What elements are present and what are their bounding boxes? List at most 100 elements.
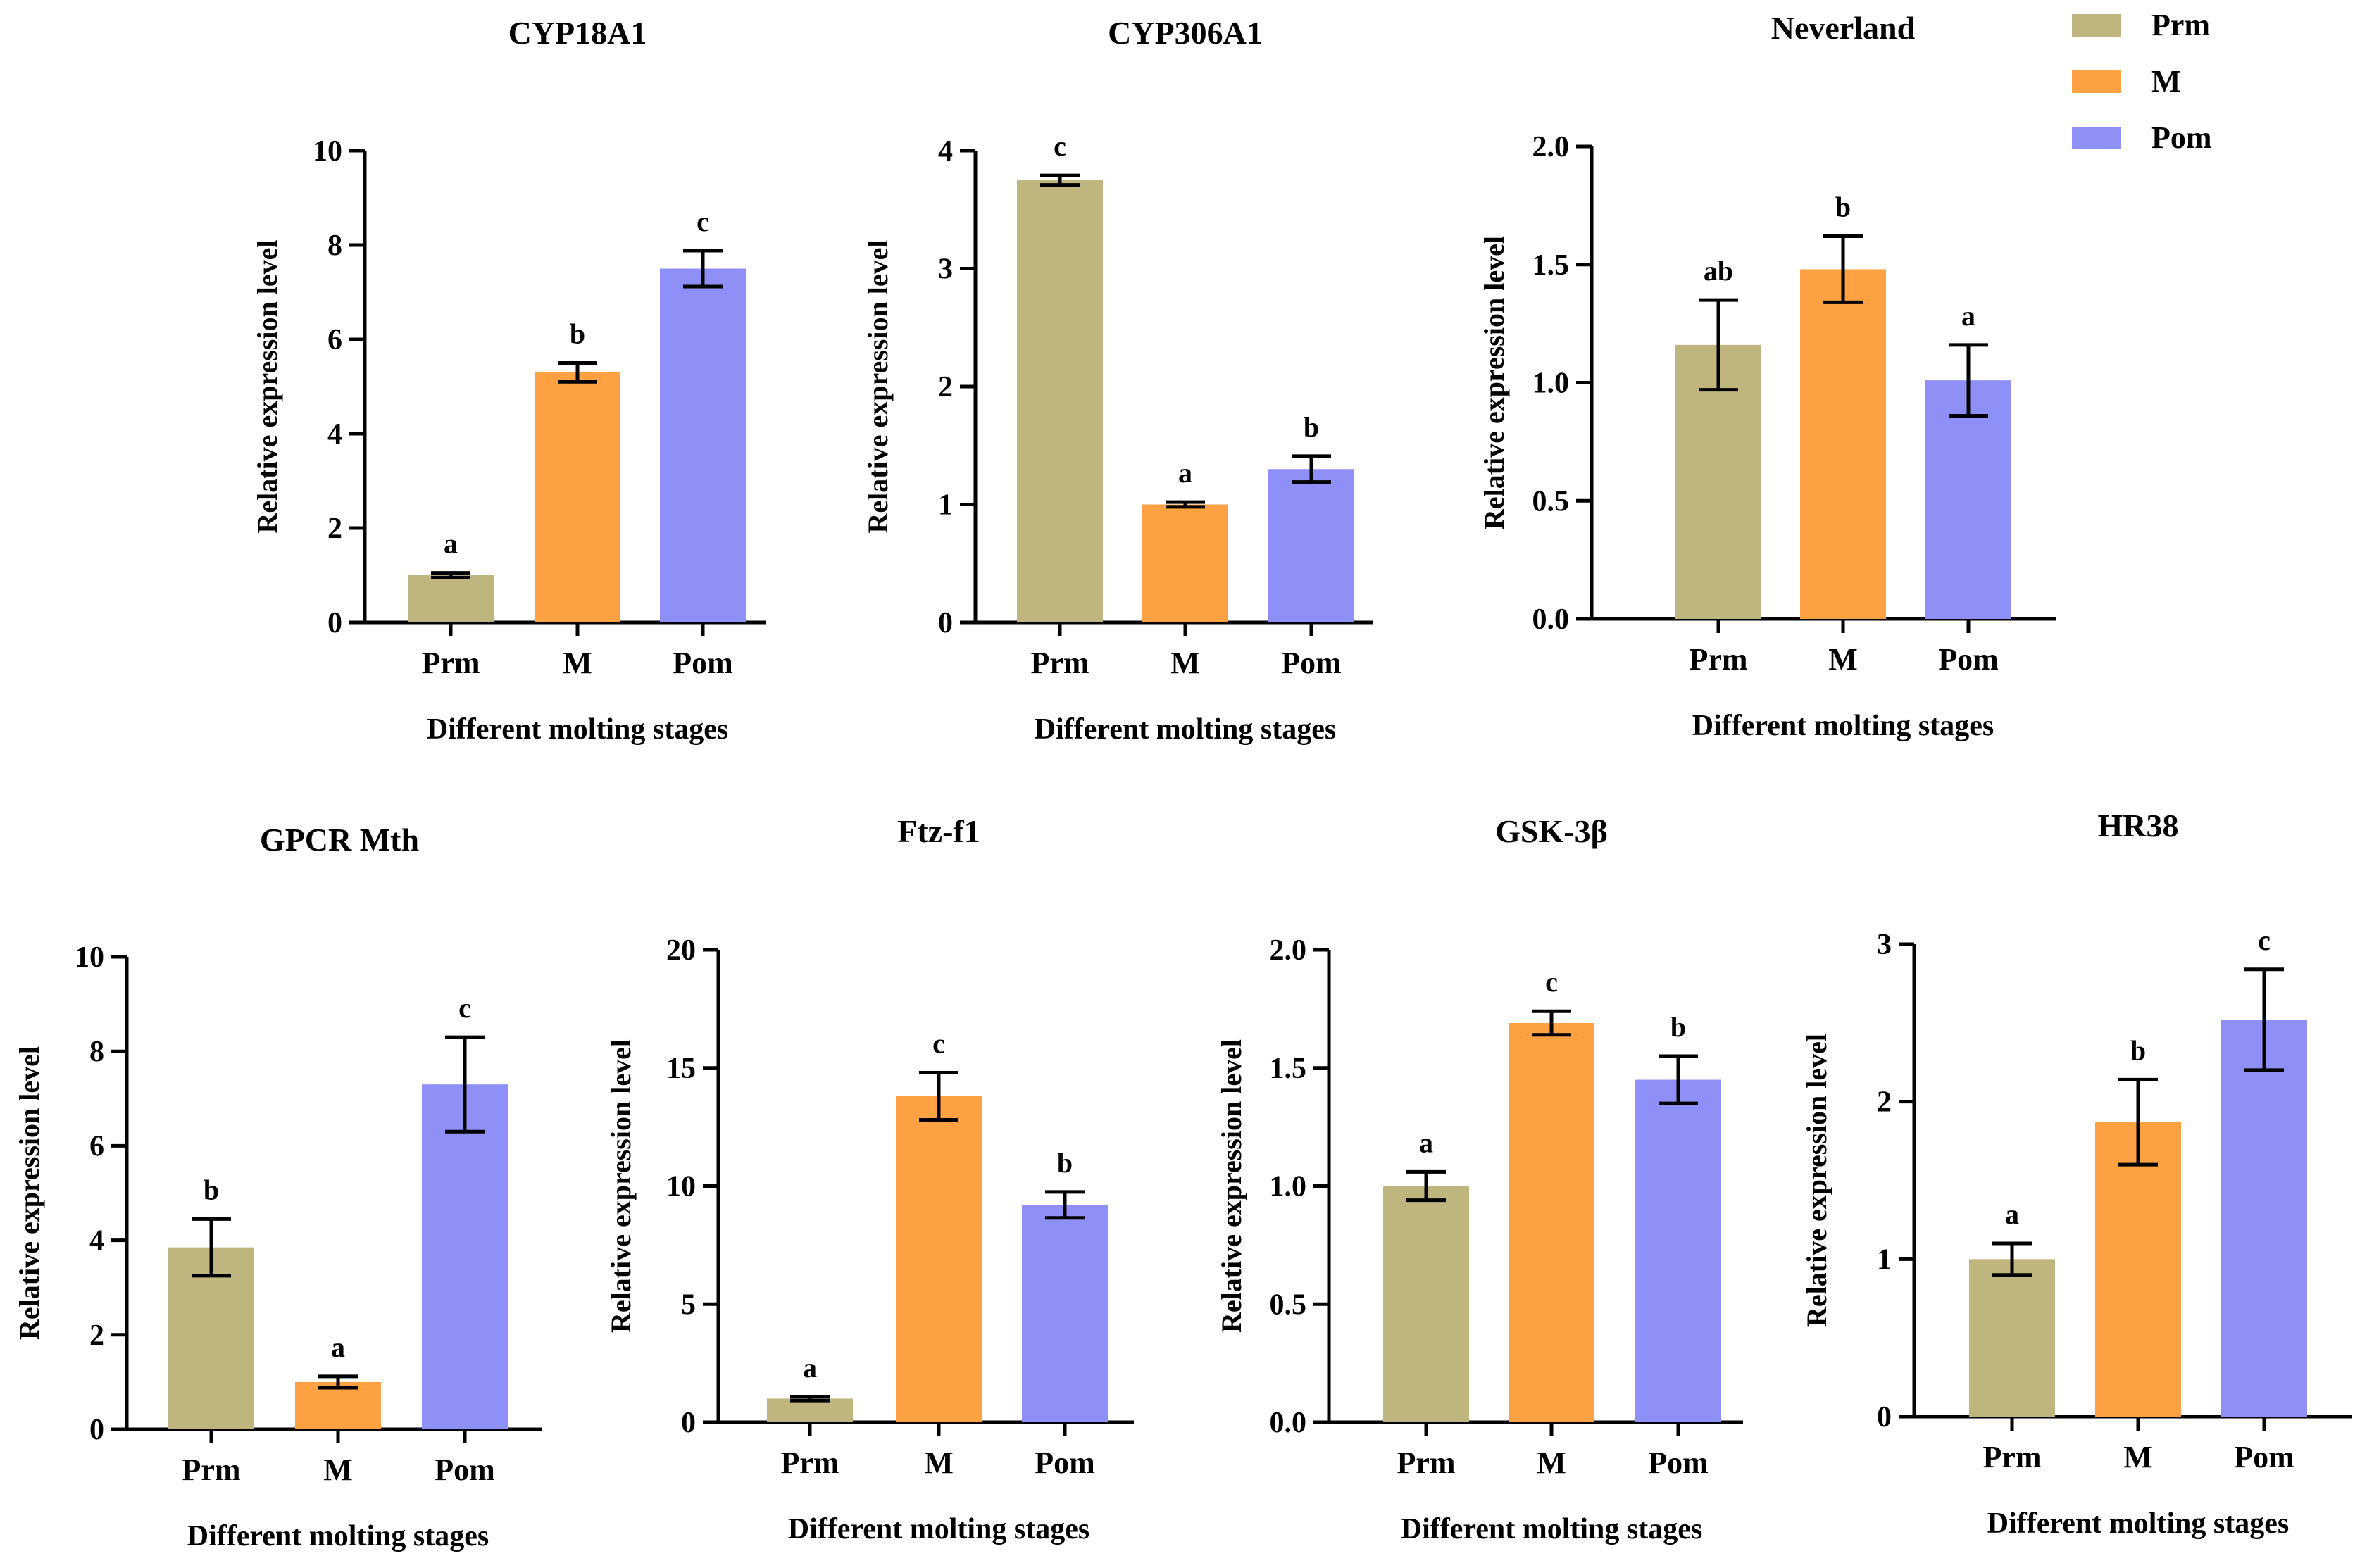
x-tick-label-m: M: [563, 646, 592, 680]
y-tick-label: 3: [938, 253, 953, 286]
y-tick-label: 0: [681, 1407, 696, 1439]
significance-letter-pom: b: [1057, 1147, 1073, 1179]
x-axis-label: Different molting stages: [788, 1513, 1089, 1545]
legend-swatch-prm: [2072, 14, 2121, 37]
significance-letter-pom: b: [1304, 411, 1319, 443]
bar-m: [1509, 1023, 1594, 1422]
significance-letter-m: a: [1178, 457, 1192, 489]
y-tick-label: 5: [681, 1288, 696, 1321]
x-axis-label: Different molting stages: [187, 1520, 489, 1553]
y-tick-label: 1: [938, 489, 953, 522]
y-tick-label: 1.5: [1270, 1053, 1307, 1085]
y-tick-label: 8: [89, 1036, 104, 1068]
significance-letter-pom: c: [458, 992, 471, 1024]
legend-label-prm: Prm: [2151, 8, 2210, 42]
bar-prm: [408, 575, 494, 622]
bar-prm: [1017, 180, 1103, 622]
y-tick-label: 2: [327, 513, 342, 545]
x-tick-label-pom: Pom: [1281, 646, 1342, 680]
x-axis-label: Different molting stages: [1692, 710, 1994, 742]
chart-title: GSK-3β: [1495, 813, 1608, 849]
y-tick-label: 0.5: [1532, 485, 1570, 518]
y-axis-label: Relative expression level: [1216, 1039, 1247, 1333]
legend-label-pom: Pom: [2151, 120, 2212, 155]
chart-panel-cyp306a1: CYP306A1 0 1 2 3 4 Relative expression level c P…: [862, 15, 1373, 746]
y-tick-label: 20: [666, 934, 696, 967]
y-tick-label: 0.0: [1532, 603, 1570, 636]
chart-panel-neverland: Neverland 0.0 0.5 1.0 1.5 2.0 Relative express…: [1478, 10, 2056, 742]
legend-label-m: M: [2151, 64, 2181, 99]
y-axis-label: Relative expression level: [13, 1046, 45, 1340]
bar-m: [1142, 504, 1228, 622]
chart-title: CYP18A1: [508, 15, 647, 51]
y-tick-label: 2: [938, 371, 953, 403]
significance-letter-pom: c: [697, 206, 709, 237]
y-tick-label: 4: [89, 1225, 104, 1257]
bar-pom: [1022, 1205, 1108, 1422]
chart-title: GPCR Mth: [260, 822, 419, 858]
x-tick-label-prm: Prm: [1982, 1440, 2041, 1474]
y-tick-label: 1.0: [1532, 368, 1570, 400]
x-tick-label-prm: Prm: [1030, 646, 1089, 680]
y-tick-label: 4: [938, 135, 953, 168]
significance-letter-m: c: [932, 1027, 945, 1059]
y-tick-label: 1.0: [1270, 1171, 1307, 1203]
significance-letter-m: c: [1545, 966, 1558, 998]
significance-letter-m: a: [331, 1331, 345, 1363]
y-tick-label: 1: [1877, 1243, 1892, 1276]
y-tick-label: 6: [327, 324, 342, 356]
significance-letter-prm: a: [803, 1352, 817, 1384]
legend-swatch-m: [2072, 70, 2121, 93]
x-tick-label-pom: Pom: [1648, 1445, 1709, 1480]
chart-title: HR38: [2098, 808, 2179, 843]
y-tick-label: 2: [89, 1319, 104, 1352]
x-tick-label-pom: Pom: [435, 1453, 495, 1487]
bar-m: [295, 1381, 381, 1429]
bar-prm: [1383, 1186, 1469, 1422]
significance-letter-prm: a: [444, 528, 458, 560]
y-tick-label: 0: [938, 607, 953, 639]
significance-letter-m: b: [1835, 191, 1851, 222]
significance-letter-m: b: [2130, 1034, 2146, 1066]
y-axis-label: Relative expression level: [1801, 1034, 1832, 1327]
bar-pom: [1268, 469, 1354, 622]
chart-panel-cyp18a1: CYP18A1 0 2 4 6 8 10 Relative expression level a…: [251, 15, 766, 746]
x-tick-label-m: M: [1170, 646, 1200, 680]
y-tick-label: 2.0: [1270, 934, 1307, 967]
bar-prm: [1969, 1259, 2055, 1417]
y-tick-label: 1.5: [1532, 249, 1570, 282]
significance-letter-prm: ab: [1704, 255, 1733, 287]
y-tick-label: 2: [1877, 1086, 1892, 1119]
significance-letter-prm: a: [1419, 1127, 1433, 1158]
bar-m: [535, 372, 620, 622]
significance-letter-pom: b: [1670, 1011, 1686, 1043]
y-axis-label: Relative expression level: [1478, 236, 1510, 529]
x-tick-label-m: M: [924, 1445, 954, 1480]
chart-panel-gsk-3: GSK-3β 0.0 0.5 1.0 1.5 2.0 Relative expression…: [1216, 813, 1743, 1545]
x-axis-label: Different molting stages: [1401, 1513, 1702, 1545]
chart-title: Ftz-f1: [897, 813, 980, 849]
bar-pom: [2221, 1020, 2307, 1417]
y-tick-label: 2.0: [1532, 131, 1570, 163]
chart-title: Neverland: [1771, 10, 1916, 46]
significance-letter-prm: b: [204, 1174, 219, 1205]
legend: Prm M Pom: [2072, 8, 2212, 155]
bar-prm: [767, 1398, 853, 1422]
x-tick-label-pom: Pom: [2234, 1440, 2294, 1474]
bar-m: [896, 1096, 982, 1422]
x-tick-label-prm: Prm: [182, 1453, 240, 1487]
x-tick-label-prm: Prm: [1689, 642, 1747, 677]
significance-letter-prm: c: [1054, 130, 1066, 162]
bar-pom: [1925, 380, 2011, 619]
significance-letter-m: b: [570, 318, 585, 350]
bar-pom: [660, 268, 746, 622]
x-tick-label-m: M: [323, 1453, 353, 1487]
y-axis-label: Relative expression level: [862, 240, 894, 534]
x-axis-label: Different molting stages: [1035, 713, 1336, 746]
y-tick-label: 3: [1877, 929, 1892, 961]
y-tick-label: 6: [89, 1130, 104, 1162]
bar-m: [1800, 269, 1886, 619]
chart-panel-ftz-f1: Ftz-f1 0 5 10 15 20 Relative expression level a…: [605, 813, 1134, 1545]
y-axis-label: Relative expression level: [251, 240, 283, 534]
